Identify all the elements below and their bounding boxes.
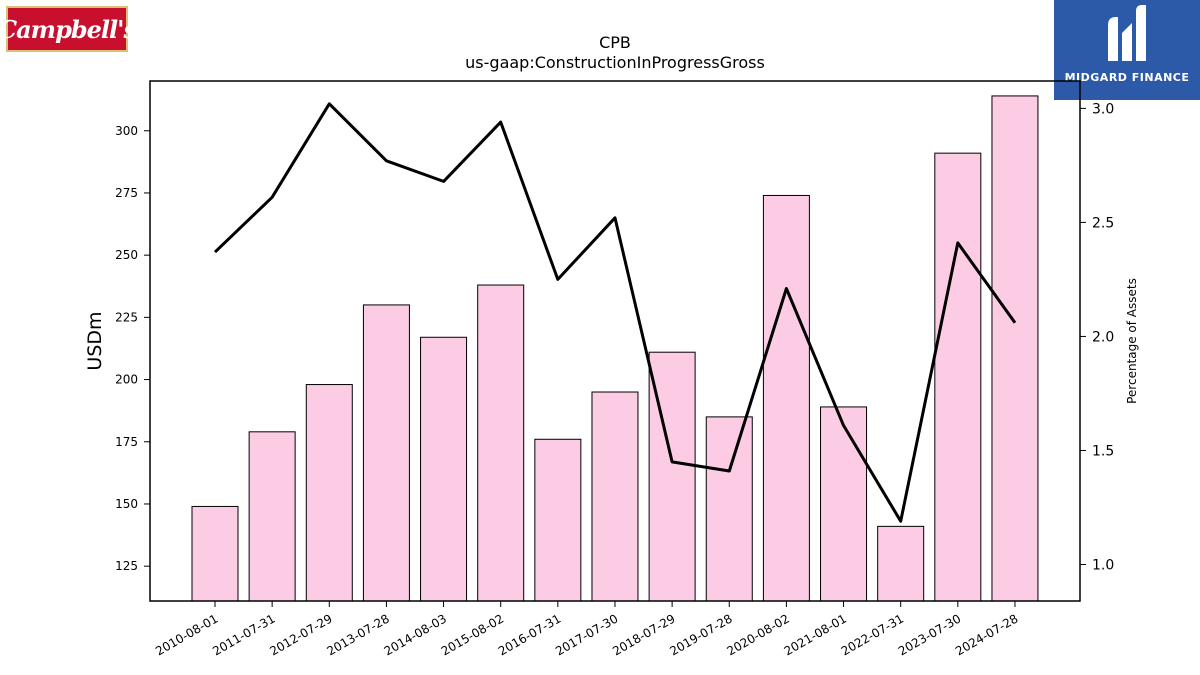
bar [591,391,639,602]
line-series [213,102,1017,523]
x-tick-label: 2022-07-31 [839,611,906,658]
x-tick-label: 2018-07-29 [610,611,677,658]
y2-tick-label: 3.0 [1092,101,1114,117]
bar [420,336,468,602]
midgard-mark-icon [1108,5,1146,61]
bar [705,416,753,602]
x-tick-label: 2012-07-29 [267,611,334,658]
x-tick-label: 2011-07-31 [210,611,277,658]
x-tick-label: 2024-07-28 [953,611,1020,658]
y-tick-label: 200 [115,373,138,387]
y-tick-label: 225 [115,310,138,324]
y2-tick-label: 2.5 [1092,215,1114,231]
y2-tick-label: 1.0 [1092,558,1114,574]
x-tick-label: 2015-08-02 [439,611,506,658]
x-axis: 2010-08-012011-07-312012-07-292013-07-28… [153,601,1020,658]
y-tick-label: 150 [115,497,138,511]
y-tick-label: 175 [115,435,138,449]
x-tick-label: 2021-08-01 [782,611,849,658]
bar [648,351,696,602]
y-tick-label: 125 [115,559,138,573]
bar [762,194,810,602]
bar [362,304,410,602]
bar [877,525,925,602]
percentage-line [213,102,1017,523]
bar [534,438,582,602]
x-tick-label: 2014-08-03 [382,611,449,658]
x-tick-label: 2020-08-02 [724,611,791,658]
x-tick-label: 2017-07-30 [553,611,620,658]
bar [991,95,1039,602]
midgard-finance-logo: MIDGARD FINANCE [1054,0,1200,100]
campbells-logo: Campbell's [0,6,137,52]
x-tick-label: 2019-07-28 [667,611,734,658]
bar [477,284,525,602]
y-tick-label: 250 [115,248,138,262]
bar-series [191,95,1039,602]
chart-title: CPB [599,33,631,52]
y-axis-left: 125 150 175 200 225 250 275 300 [115,124,150,573]
x-tick-label: 2013-07-28 [325,611,392,658]
bar [934,152,982,602]
midgard-logo-text: MIDGARD FINANCE [1064,71,1190,84]
chart-subtitle: us-gaap:ConstructionInProgressGross [465,53,765,72]
bar [305,384,353,602]
y2-tick-label: 1.5 [1092,443,1114,459]
y2-axis-label: Percentage of Assets [1125,278,1139,404]
y-axis-right: 1.0 1.5 2.0 2.5 3.0 [1080,101,1114,574]
bar [820,406,868,602]
y-tick-label: 275 [115,186,138,200]
x-tick-label: 2016-07-31 [496,611,563,658]
x-tick-label: 2010-08-01 [153,611,220,658]
bar [191,505,239,602]
bar [248,431,296,602]
y-axis-label: USDm [84,311,106,370]
x-tick-label: 2023-07-30 [896,611,963,658]
y-tick-label: 300 [115,124,138,138]
campbells-logo-text: Campbell's [0,14,137,44]
y2-tick-label: 2.0 [1092,329,1114,345]
